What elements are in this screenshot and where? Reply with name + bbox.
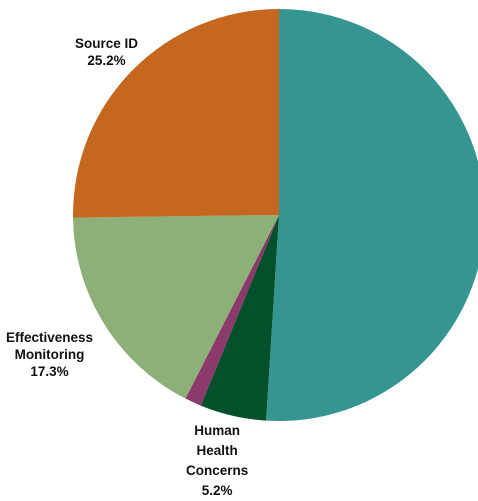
pie-slice-human-health-concerns <box>200 215 279 421</box>
label-source-id: Source ID 25.2% <box>75 35 138 69</box>
label-human-health-line2: Health <box>196 443 238 458</box>
label-human-health-concerns: Human Health Concerns 5.2% <box>186 421 248 501</box>
pie-slice-effectiveness-monitoring <box>73 215 280 399</box>
pie-slice-unlabeled-0 <box>266 9 478 421</box>
label-effectiveness-line2: Monitoring <box>14 347 85 362</box>
label-effectiveness-line1: Effectiveness <box>6 330 94 345</box>
label-human-health-pct: 5.2% <box>201 483 233 498</box>
pie-slice-unlabeled-2 <box>185 215 279 406</box>
label-source-id-name: Source ID <box>75 36 139 51</box>
label-effectiveness-monitoring: Effectiveness Monitoring 17.3% <box>6 329 93 380</box>
label-human-health-line1: Human <box>194 423 241 438</box>
label-source-id-pct: 25.2% <box>87 53 126 68</box>
label-effectiveness-pct: 17.3% <box>30 364 69 379</box>
pie-slice-source-id <box>73 9 279 218</box>
label-human-health-line3: Concerns <box>186 463 249 478</box>
pie-slices <box>73 9 478 421</box>
